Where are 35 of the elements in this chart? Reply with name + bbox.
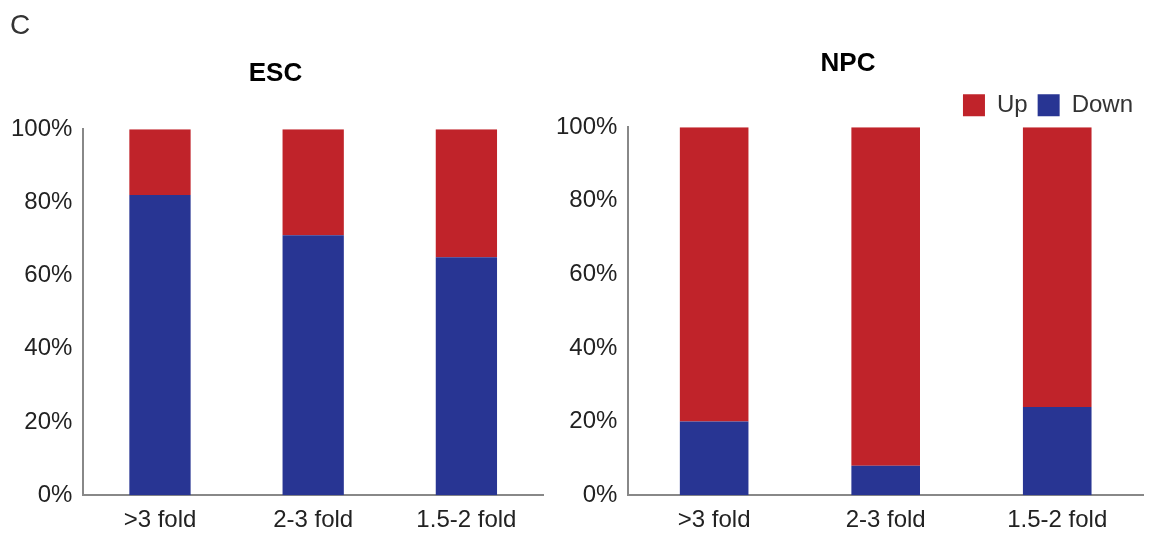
y-tick-label: 100% bbox=[10, 113, 73, 141]
bar bbox=[435, 129, 498, 258]
x-tick-label: 2-3 fold bbox=[845, 505, 926, 533]
bar bbox=[435, 257, 498, 496]
legend-label: Down bbox=[1071, 89, 1133, 117]
x-tick-label: 1.5-2 fold bbox=[1007, 505, 1108, 533]
y-tick-label: 40% bbox=[569, 332, 618, 360]
bar bbox=[851, 127, 920, 466]
bar bbox=[129, 129, 191, 196]
y-tick-label: 80% bbox=[24, 187, 73, 215]
bar bbox=[129, 195, 191, 496]
text: C bbox=[10, 8, 31, 40]
y-tick-label: 20% bbox=[569, 406, 618, 434]
x-tick-label: >3 fold bbox=[123, 505, 197, 533]
bar bbox=[1022, 127, 1092, 407]
y-tick-label: 100% bbox=[555, 111, 618, 139]
chart-title: ESC bbox=[248, 56, 303, 87]
y-tick-label: 40% bbox=[24, 333, 73, 361]
y-tick-label: 80% bbox=[569, 185, 618, 213]
x-tick-label: >3 fold bbox=[677, 505, 751, 533]
x-tick-label: 1.5-2 fold bbox=[416, 505, 517, 533]
bar bbox=[1022, 406, 1092, 496]
x-tick-label: 2-3 fold bbox=[273, 505, 354, 533]
y-tick-label: 0% bbox=[582, 479, 618, 507]
y-tick-label: 0% bbox=[37, 479, 73, 507]
bar bbox=[679, 127, 749, 422]
legend-label: Up bbox=[996, 89, 1028, 117]
y-tick-label: 60% bbox=[569, 259, 618, 287]
y-tick-label: 20% bbox=[24, 406, 73, 434]
bar bbox=[679, 421, 749, 496]
bar bbox=[282, 129, 344, 236]
y-tick-label: 60% bbox=[24, 260, 73, 288]
bar bbox=[851, 465, 920, 496]
bar bbox=[282, 235, 344, 496]
chart-title: NPC bbox=[820, 46, 876, 77]
